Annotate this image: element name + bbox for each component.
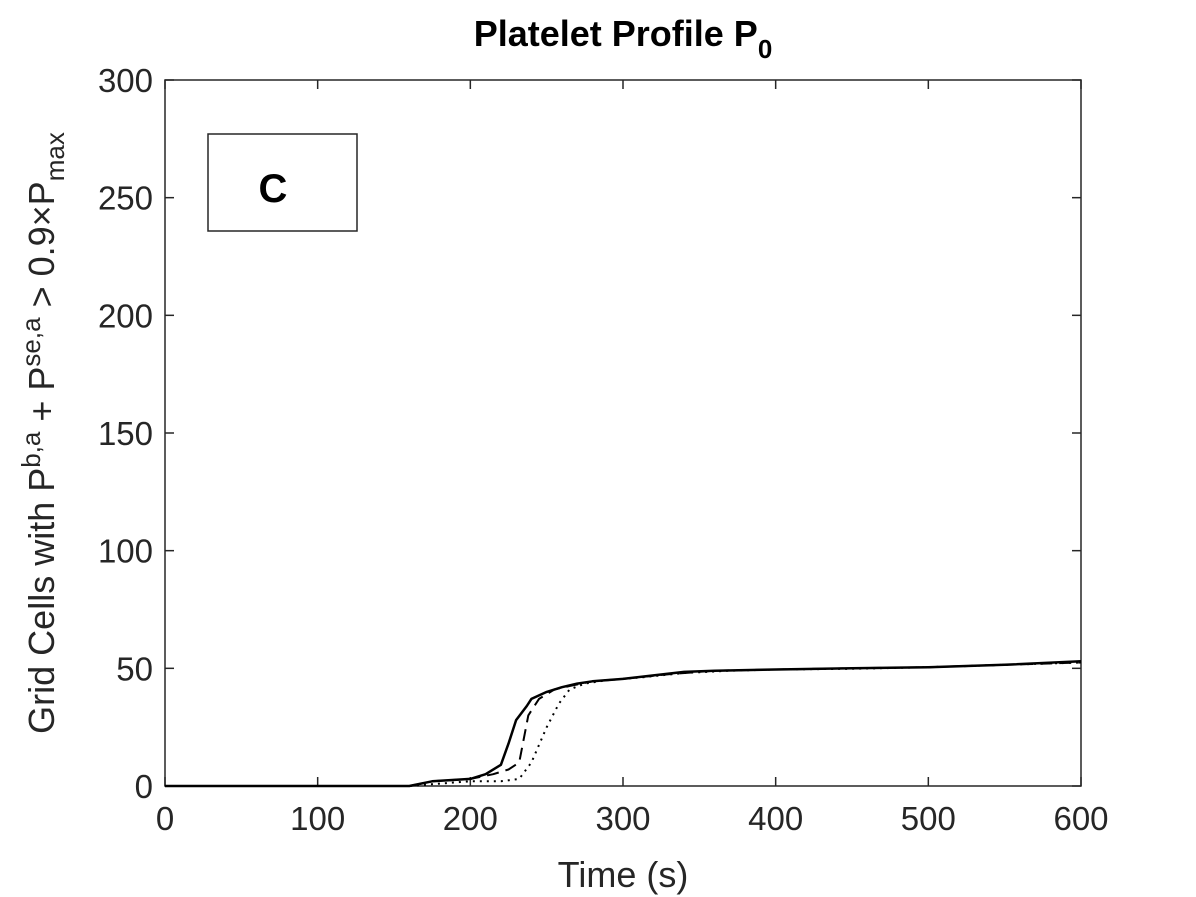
y-axis-label-sub4: max (40, 132, 70, 181)
y-axis-label: Grid Cells with Pb,a + Pse,a > 0.9×Pmax (16, 132, 70, 734)
y-axis-label-part4: P (21, 181, 62, 205)
series-layer (165, 660, 1082, 788)
x-tick-label: 300 (595, 800, 650, 837)
x-tick-label: 500 (901, 800, 956, 837)
y-axis-label-sup1: b,a (16, 431, 46, 468)
y-tick-label: 100 (98, 533, 153, 570)
x-axis-ticks: 0 100 200 300 400 500 600 (156, 80, 1109, 837)
series-line-dotted (165, 661, 1082, 787)
y-axis-label-part1: Grid Cells with P (21, 468, 62, 734)
x-tick-label: 200 (443, 800, 498, 837)
series-line-dashed (165, 661, 1082, 787)
y-tick-label: 300 (98, 62, 153, 99)
y-axis-label-sup2: se,a (16, 317, 46, 367)
chart-title: Platelet Profile P0 (474, 13, 773, 64)
x-tick-label: 0 (156, 800, 174, 837)
y-tick-label: 50 (116, 650, 153, 687)
y-axis-ticks: 0 50 100 150 200 250 300 (98, 62, 1081, 805)
x-tick-label: 400 (748, 800, 803, 837)
series-line-solid (165, 660, 1082, 788)
chart-title-subscript: 0 (758, 34, 772, 64)
y-tick-label: 250 (98, 180, 153, 217)
y-tick-label: 0 (135, 768, 153, 805)
x-tick-label: 600 (1053, 800, 1108, 837)
chart-title-main: Platelet Profile P (474, 13, 758, 54)
panel-annotation-box (207, 133, 358, 232)
x-tick-label: 100 (290, 800, 345, 837)
y-axis-label-part3: > 0.9 (21, 226, 62, 317)
y-axis-label-times: × (21, 205, 62, 226)
panel-annotation-label: C (259, 167, 288, 211)
x-axis-label: Time (s) (558, 854, 689, 895)
y-tick-label: 200 (98, 297, 153, 334)
y-axis-label-part2: + P (21, 367, 62, 432)
y-tick-label: 150 (98, 415, 153, 452)
